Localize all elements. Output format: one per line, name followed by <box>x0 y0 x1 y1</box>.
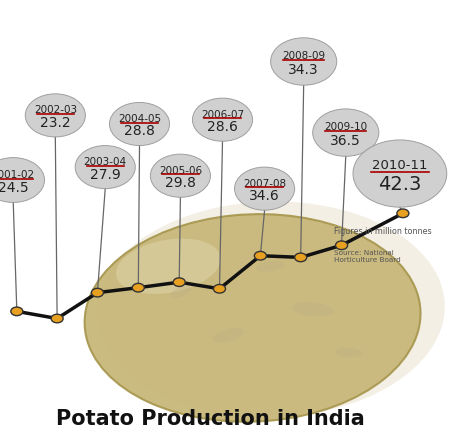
Circle shape <box>235 168 295 211</box>
Circle shape <box>213 285 226 293</box>
Ellipse shape <box>256 261 285 272</box>
Text: 28.6: 28.6 <box>207 120 238 134</box>
Text: 2005-06: 2005-06 <box>159 165 202 175</box>
Ellipse shape <box>116 239 221 294</box>
Text: 24.5: 24.5 <box>0 180 28 194</box>
Circle shape <box>110 103 170 146</box>
Text: 2001-02: 2001-02 <box>0 169 35 179</box>
Text: 29.8: 29.8 <box>165 176 196 190</box>
Circle shape <box>271 39 337 86</box>
Circle shape <box>51 314 63 323</box>
Text: 2008-09: 2008-09 <box>282 51 325 61</box>
Circle shape <box>193 99 253 142</box>
Text: 34.6: 34.6 <box>249 189 280 203</box>
Text: 2007-08: 2007-08 <box>243 178 286 188</box>
Ellipse shape <box>335 348 362 357</box>
Ellipse shape <box>85 215 420 422</box>
Circle shape <box>254 252 267 261</box>
Text: 28.8: 28.8 <box>124 124 155 138</box>
Text: 2009-10: 2009-10 <box>324 122 367 132</box>
Text: 2003-04: 2003-04 <box>84 157 127 167</box>
Circle shape <box>397 209 409 218</box>
Text: 34.3: 34.3 <box>288 62 319 77</box>
Circle shape <box>173 278 185 287</box>
Circle shape <box>75 146 135 189</box>
Text: Source: National
Horticulture Board: Source: National Horticulture Board <box>334 249 400 262</box>
Ellipse shape <box>170 286 191 298</box>
Text: 2002-03: 2002-03 <box>34 105 77 115</box>
Circle shape <box>353 141 447 208</box>
Circle shape <box>295 254 307 262</box>
Text: 2006-07: 2006-07 <box>201 109 244 120</box>
Circle shape <box>0 158 45 203</box>
Text: Potato Production in India: Potato Production in India <box>56 408 365 428</box>
Text: Figures in million tonnes: Figures in million tonnes <box>334 227 431 236</box>
Ellipse shape <box>213 328 244 343</box>
Circle shape <box>150 155 211 198</box>
Circle shape <box>11 307 23 316</box>
Circle shape <box>336 241 348 250</box>
Circle shape <box>132 284 144 292</box>
Circle shape <box>25 95 85 138</box>
Text: 42.3: 42.3 <box>378 175 422 194</box>
Text: 2010-11: 2010-11 <box>372 158 428 171</box>
Text: 23.2: 23.2 <box>40 116 71 129</box>
Text: 2004-05: 2004-05 <box>118 114 161 124</box>
Circle shape <box>92 289 103 297</box>
Circle shape <box>313 110 379 157</box>
Ellipse shape <box>97 202 445 417</box>
Ellipse shape <box>292 302 333 317</box>
Text: 27.9: 27.9 <box>90 167 120 181</box>
Text: 36.5: 36.5 <box>331 133 361 147</box>
